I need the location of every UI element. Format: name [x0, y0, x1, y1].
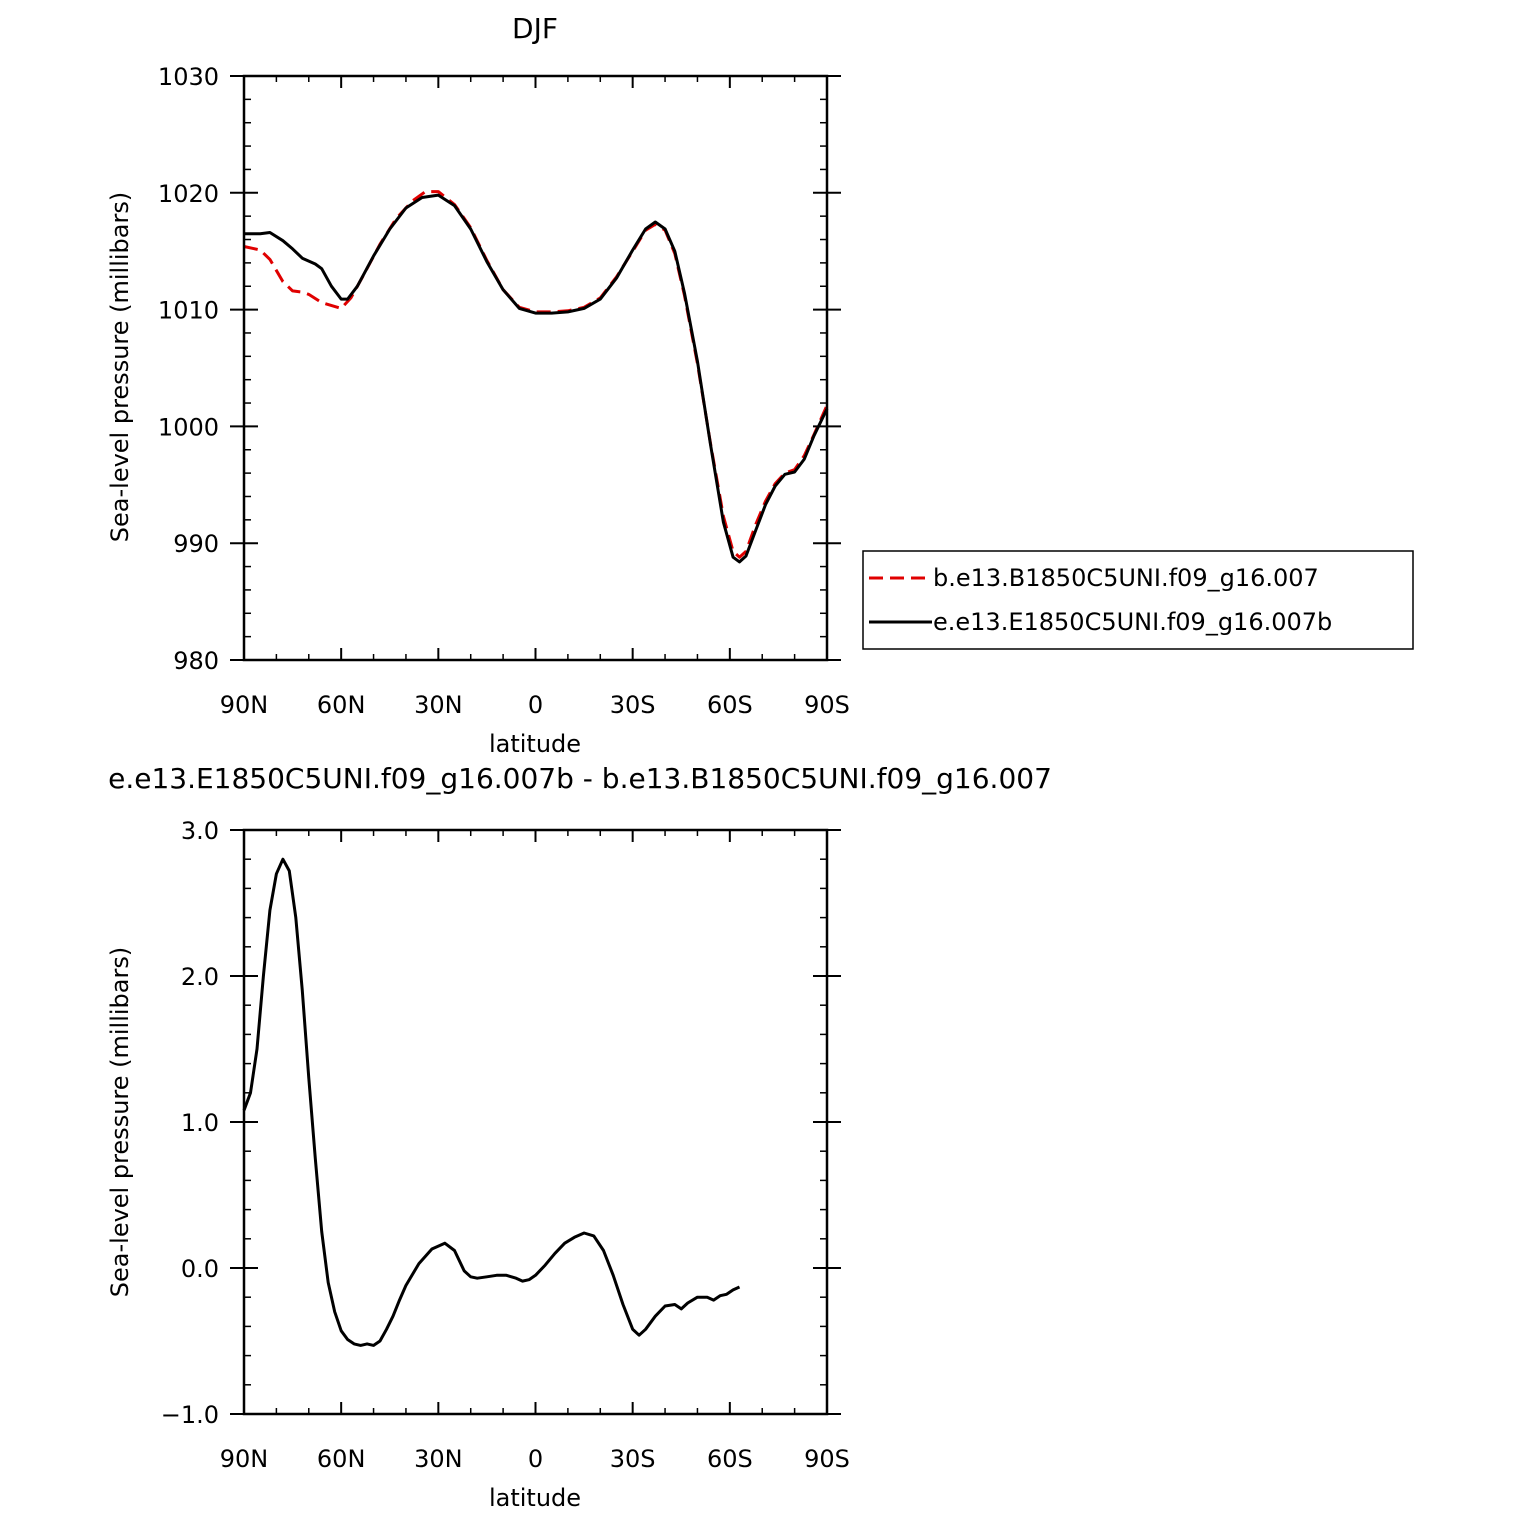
chart1-y-tick-label: 2.0: [181, 963, 219, 991]
chart0-y-tick-label: 990: [173, 530, 219, 558]
top-chart-y-axis-label: Sea-level pressure (millibars): [106, 192, 134, 542]
chart0-x-tick-label: 0: [528, 691, 543, 719]
bottom-chart-y-axis-label: Sea-level pressure (millibars): [106, 947, 134, 1297]
chart0-x-tick-label: 30S: [610, 691, 656, 719]
chart0-series-0-line: [243, 190, 829, 559]
legend-label-series-1: e.e13.E1850C5UNI.f09_g16.007b: [933, 608, 1332, 636]
chart1-x-tick-label: 30S: [610, 1445, 656, 1473]
chart1-x-tick-label: 90N: [220, 1445, 269, 1473]
chart0-plot-frame: [242, 74, 829, 662]
chart1-x-tick-label: 60N: [317, 1445, 366, 1473]
chart0-x-tick-label: 60N: [317, 691, 366, 719]
top-chart-x-axis-label: latitude: [489, 730, 581, 758]
chart1-y-tick-label: 3.0: [181, 817, 219, 845]
chart1-series-0-line: [242, 857, 741, 1347]
chart0-y-tick-label: 1020: [158, 180, 219, 208]
legend-label-series-0: b.e13.B1850C5UNI.f09_g16.007: [933, 564, 1319, 592]
chart0-y-tick-label: 980: [173, 647, 219, 675]
legend-box: [862, 550, 1414, 650]
bottom-chart-title: e.e13.E1850C5UNI.f09_g16.007b - b.e13.B1…: [108, 762, 1052, 795]
top-chart-legend: b.e13.B1850C5UNI.f09_g16.007 e.e13.E1850…: [862, 550, 1414, 650]
chart1-plot-frame: [242, 828, 829, 1416]
chart1-x-tick-label: 60S: [707, 1445, 753, 1473]
chart0-x-tick-label: 60S: [707, 691, 753, 719]
chart0-series-1-line: [244, 193, 829, 564]
bottom-chart: 90N 60N 30N 0 30S 60S 90S −1.0 0.0 1.0 2.0 3.0: [161, 817, 850, 1473]
chart0-x-tick-label: 90S: [804, 691, 850, 719]
top-chart-title: DJF: [512, 12, 558, 45]
chart0-x-tick-label: 90N: [220, 691, 269, 719]
chart1-x-tick-label: 30N: [414, 1445, 463, 1473]
chart1-x-tick-label: 90S: [804, 1445, 850, 1473]
bottom-chart-x-axis-label: latitude: [489, 1484, 581, 1512]
chart1-y-tick-label: 0.0: [181, 1255, 219, 1283]
chart1-y-tick-label: 1.0: [181, 1109, 219, 1137]
chart1-x-tick-label: 0: [528, 1445, 543, 1473]
chart0-y-tick-label: 1000: [158, 413, 219, 441]
chart0-y-tick-label: 1030: [158, 63, 219, 91]
chart0-y-tick-label: 1010: [158, 297, 219, 325]
chart1-y-tick-label: −1.0: [161, 1401, 219, 1429]
top-chart: 90N 60N 30N 0 30S 60S 90S 980 990 1000 1010 1020 103…: [158, 63, 850, 719]
chart0-x-tick-label: 30N: [414, 691, 463, 719]
